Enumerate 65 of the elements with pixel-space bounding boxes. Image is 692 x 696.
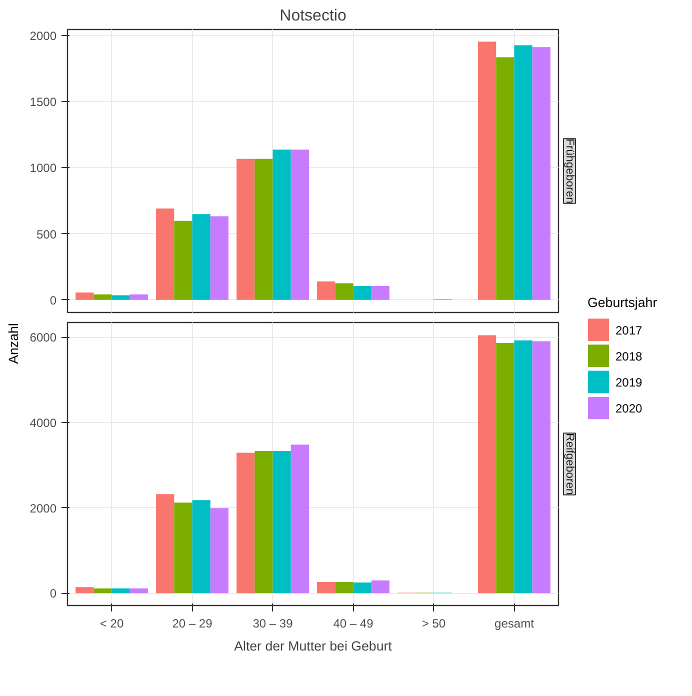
legend-label: 2018 [616, 349, 643, 364]
bar [335, 283, 354, 300]
bar [496, 342, 514, 594]
bar [514, 340, 532, 594]
y-tick-label: 500 [36, 227, 57, 242]
x-tick-label: 30 – 39 [252, 616, 294, 630]
bar [112, 295, 130, 300]
bar [174, 220, 192, 300]
y-tick-label: 0 [50, 586, 57, 601]
y-axis-title: Anzahl [6, 323, 22, 364]
x-axis-title: Alter der Mutter bei Geburt [234, 638, 392, 654]
bar [478, 42, 496, 300]
y-tick-label: 2000 [30, 28, 57, 43]
bar [290, 444, 309, 594]
bar [272, 150, 291, 300]
bar [192, 214, 210, 300]
x-tick-label: gesamt [494, 616, 535, 630]
bar [335, 582, 354, 594]
bar [236, 158, 255, 300]
chart-title: Notsectio [280, 8, 346, 24]
x-tick-label: < 20 [100, 616, 124, 630]
bar [254, 450, 273, 594]
y-tick-label: 2000 [30, 501, 57, 516]
bar [76, 292, 94, 300]
x-tick-label: 40 – 49 [333, 616, 374, 630]
bar [254, 158, 273, 300]
bar [210, 216, 228, 300]
y-tick-label: 6000 [30, 330, 57, 345]
bar [272, 450, 291, 594]
legend-label: 2017 [616, 323, 643, 338]
bar [317, 281, 336, 300]
bar [290, 150, 309, 300]
bar [112, 588, 130, 594]
bar [478, 335, 496, 594]
bar [532, 341, 550, 594]
bar [317, 582, 336, 594]
bar [371, 286, 390, 300]
legend-label: 2020 [616, 401, 643, 416]
bar [94, 294, 112, 300]
bar [156, 208, 174, 300]
bar [192, 500, 210, 594]
text: Reifgeboren [564, 433, 576, 495]
bar [130, 588, 148, 594]
x-tick-label: 20 – 29 [172, 616, 213, 630]
bar [130, 294, 148, 300]
bar [353, 286, 372, 300]
bar [236, 452, 255, 594]
bar [76, 587, 94, 594]
bar [371, 580, 390, 594]
y-tick-label: 1000 [30, 161, 57, 176]
bar [514, 45, 532, 300]
x-tick-label: > 50 [422, 616, 446, 630]
y-tick-label: 1500 [30, 95, 57, 110]
legend-title: Geburtsjahr [588, 294, 658, 310]
bar [94, 588, 112, 594]
bar [496, 57, 514, 300]
bar [532, 47, 550, 300]
text: Frühgeboren [564, 138, 576, 204]
y-tick-label: 0 [50, 293, 57, 308]
bar [210, 508, 228, 594]
legend-label: 2019 [616, 375, 643, 390]
y-tick-label: 4000 [30, 416, 57, 430]
bar [174, 502, 192, 594]
bar [156, 494, 174, 594]
bar [353, 582, 372, 594]
